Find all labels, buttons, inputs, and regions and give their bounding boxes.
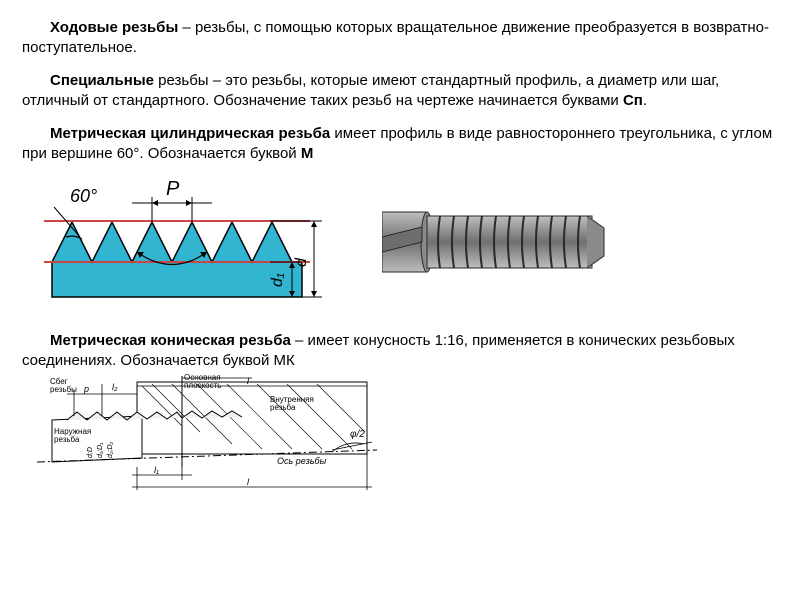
plane-label: Основнаяплоскость <box>184 373 221 390</box>
figure-row-1: 60° P d₁ d <box>32 167 778 317</box>
text-special-rest2: . <box>643 92 647 109</box>
para-special-threads: Специальные резьбы – это резьбы, которые… <box>22 71 778 110</box>
term-metric-cyl: Метрическая цилиндрическая резьба <box>50 125 330 142</box>
para-metric-cyl: Метрическая цилиндрическая резьба имеет … <box>22 124 778 163</box>
l-label2: l <box>247 477 250 487</box>
d-label: d <box>293 257 310 267</box>
pitch-label: P <box>166 178 180 200</box>
term-special: Специальные <box>50 72 154 89</box>
thread-profile-diagram: 60° P d₁ d <box>32 167 322 317</box>
d2-label-con: d₂;D₂ <box>107 441 114 458</box>
axis-label: Ось резьбы <box>277 456 327 466</box>
para-lead-threads: Ходовые резьбы – резьбы, с помощью котор… <box>22 18 778 57</box>
d-label-con: d;D <box>87 447 94 458</box>
metric-letter: М <box>301 145 314 162</box>
angle-label-phi: φ/2 <box>350 429 365 440</box>
conical-thread-diagram: Сбегрезьбы Основнаяплоскость Внутренняяр… <box>32 372 778 497</box>
term-lead: Ходовые резьбы <box>50 19 178 36</box>
runout-label: Сбегрезьбы <box>50 377 77 394</box>
bolt-illustration <box>382 192 612 292</box>
term-metric-conical: Метрическая коническая резьба <box>50 332 291 349</box>
special-code: Сп <box>623 92 643 109</box>
d1-label: d₁ <box>269 273 286 287</box>
d1-label-con: d₁;D₁ <box>97 442 104 458</box>
p-label: p <box>83 384 89 394</box>
angle-label: 60° <box>70 186 97 206</box>
para-metric-conical: Метрическая коническая резьба – имеет ко… <box>22 331 778 370</box>
l1-label: l₁ <box>154 465 159 475</box>
l2-label: l₂ <box>112 382 118 392</box>
